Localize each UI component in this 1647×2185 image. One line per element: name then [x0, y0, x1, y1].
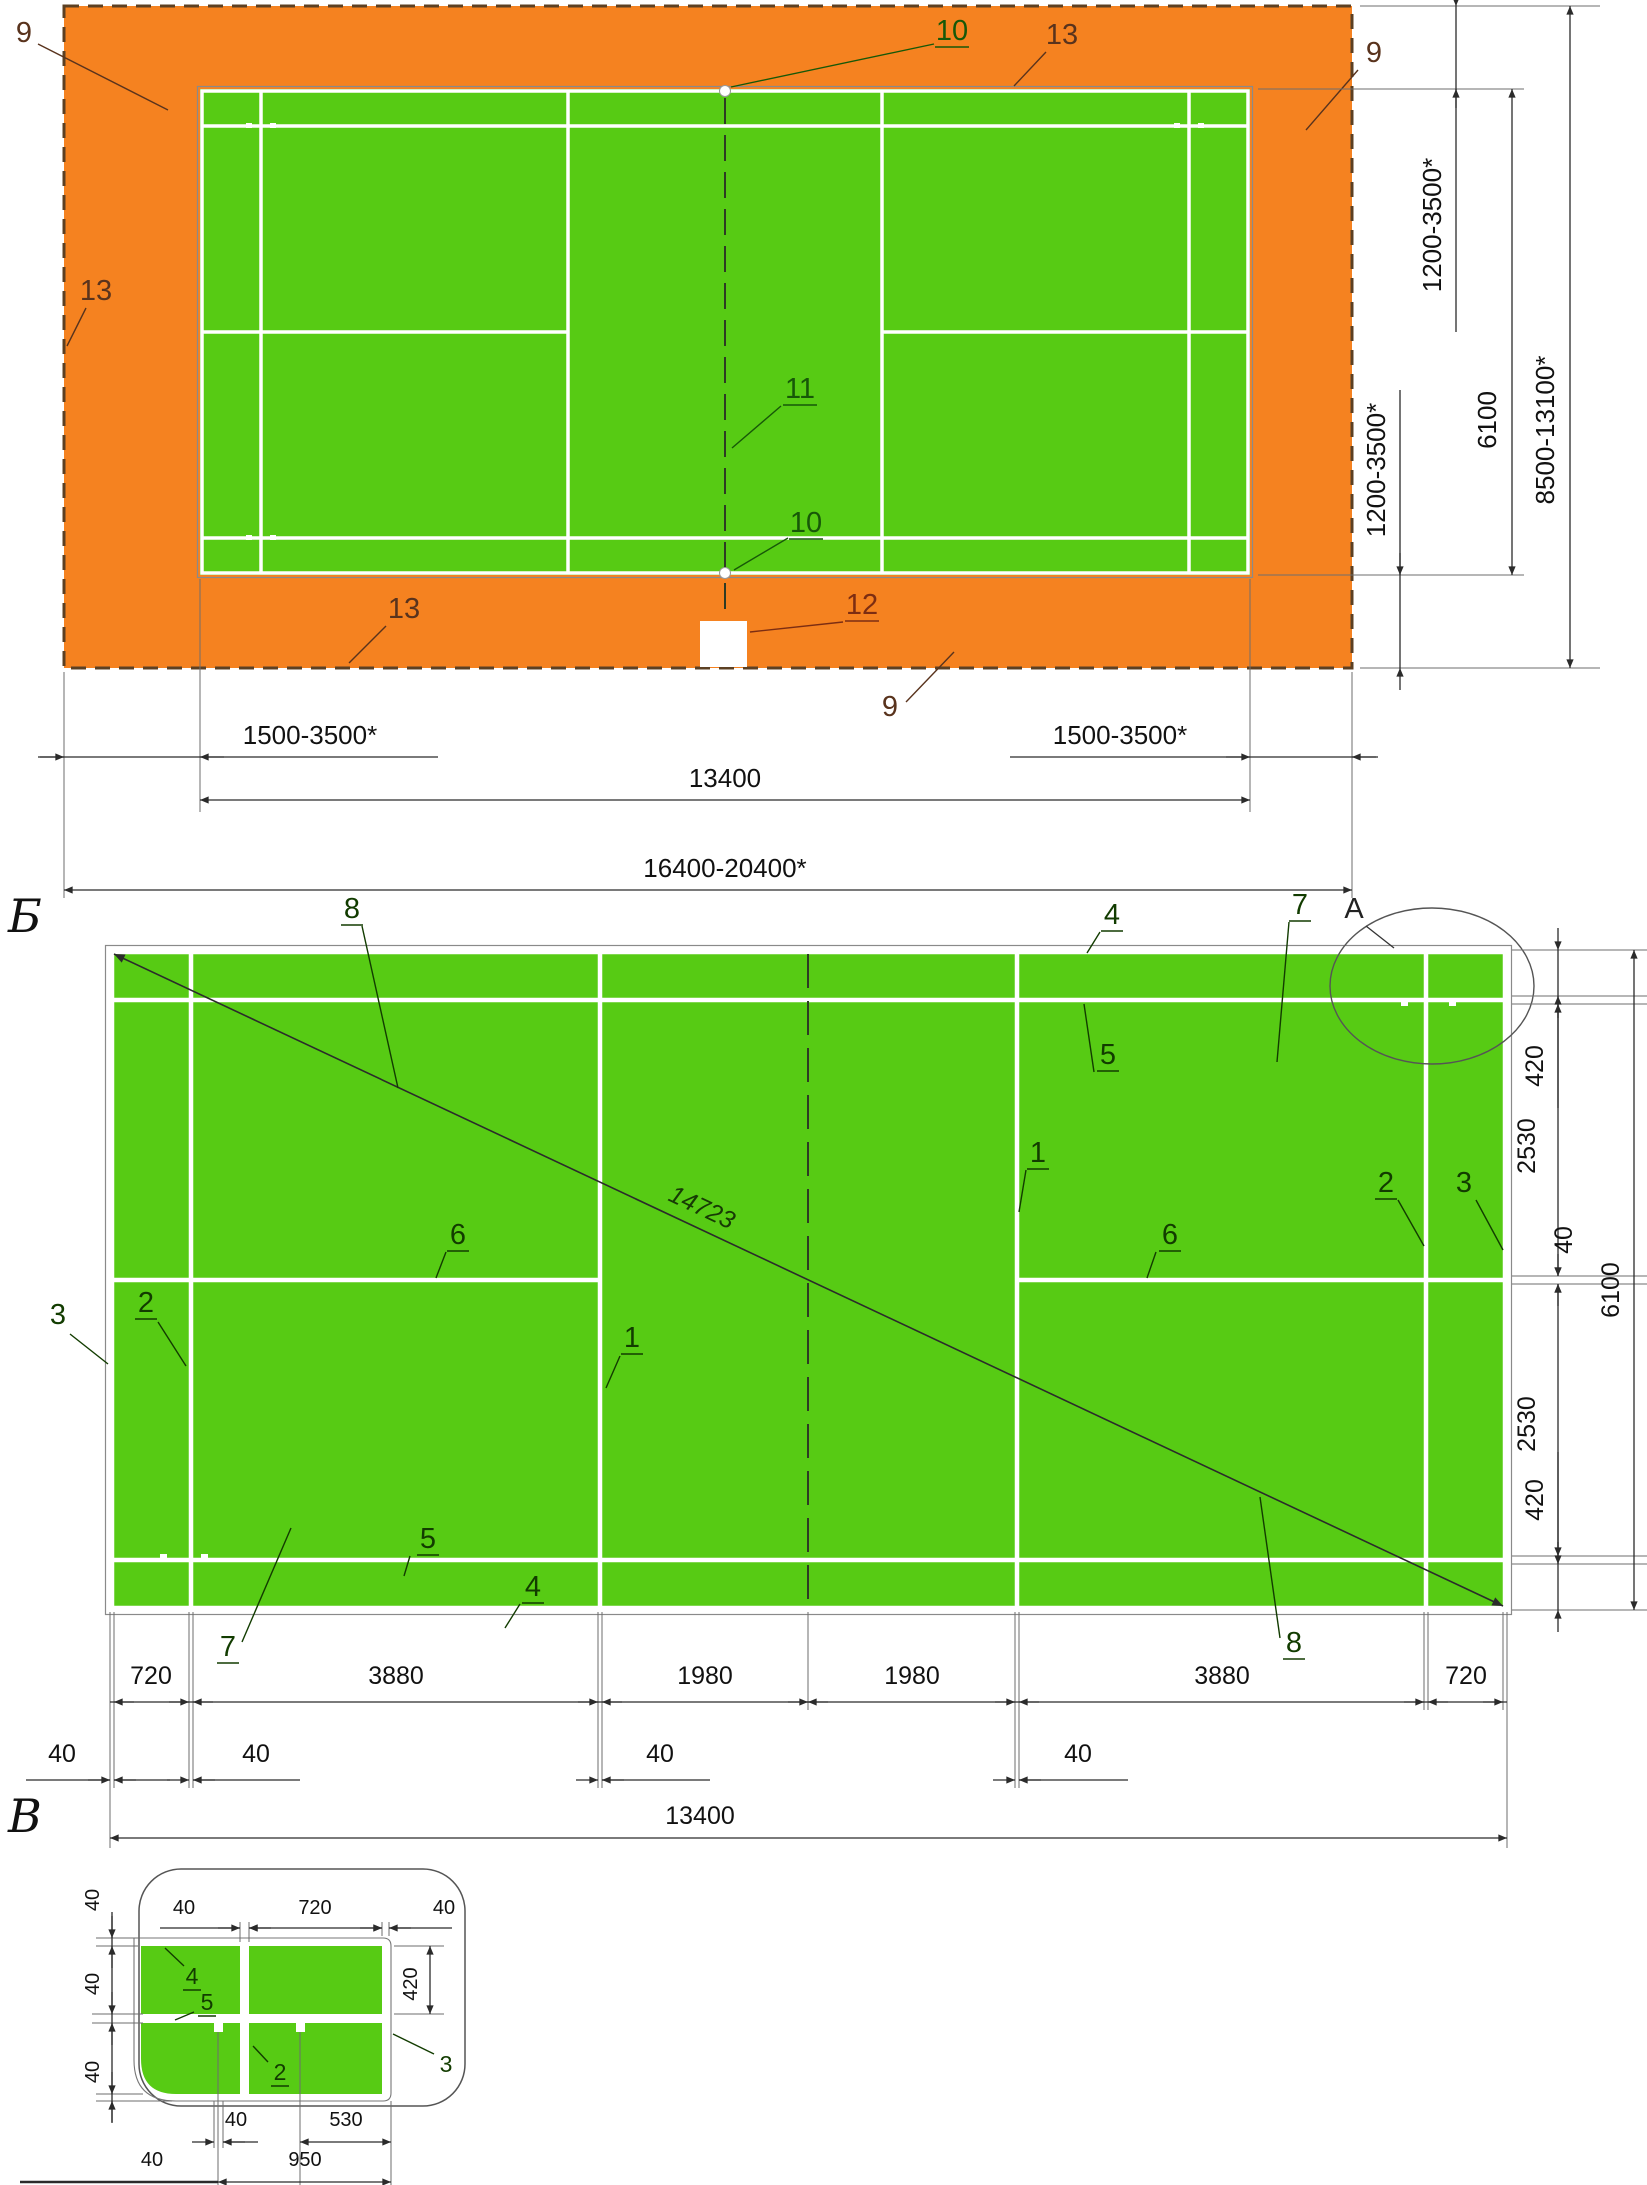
view-title-v: В	[7, 1789, 42, 1843]
dim-margin-left: 1500-3500*	[243, 720, 377, 750]
dim-half-bottom: 2530	[1513, 1396, 1541, 1452]
dim-line-w4: 40	[1064, 1740, 1092, 1768]
dim-total-width: 8500-13100*	[1530, 356, 1560, 505]
dim-notch-w: 40	[225, 2109, 247, 2131]
dim-front-right: 1980	[884, 1662, 940, 1690]
plan-view: 9 10 13 9 13 11 10 12 13 9	[16, 0, 1600, 898]
detail-callout-5: 5	[201, 1989, 214, 2015]
detail-circle-a	[1329, 907, 1535, 1065]
dim-court-length: 13400	[689, 763, 761, 793]
callout-7-top: 7	[1292, 889, 1308, 921]
detail-court-edge	[133, 1937, 392, 2102]
detail-dims-top: 40 720 40	[160, 1897, 455, 1942]
court-lines	[202, 91, 1248, 573]
detail-callout-2: 2	[274, 2059, 287, 2085]
view-title-b: Б	[7, 889, 42, 943]
dim-back-right: 720	[1445, 1662, 1487, 1690]
dim-alley-top: 420	[1521, 1045, 1549, 1087]
detail-block-tl	[141, 1946, 240, 2014]
callout-13-top: 13	[1046, 19, 1078, 51]
callout-10-top: 10	[936, 15, 968, 47]
callout-9-top-left: 9	[16, 17, 32, 49]
detail-notches	[214, 2023, 305, 2032]
callout-13-bottom: 13	[388, 593, 420, 625]
callout-6-left: 6	[450, 1219, 466, 1251]
callout-1-left: 1	[624, 1322, 640, 1354]
dim-top-line-left: 40	[173, 1897, 195, 1919]
dim-width-6100: 6100	[1597, 1262, 1625, 1318]
dim-left-a: 40	[82, 1889, 104, 1911]
plan-dims-bottom: 1500-3500* 1500-3500* 13400 16400-20400*	[38, 579, 1378, 898]
dim-panel-left: 3880	[368, 1662, 424, 1690]
detail-block-bl	[141, 2023, 240, 2094]
callout-4-top: 4	[1104, 899, 1120, 931]
dim-margin-right: 1500-3500*	[1053, 720, 1187, 750]
callout-11-net: 11	[785, 373, 815, 405]
detail-view: В 40 720 40	[7, 1789, 466, 2185]
net-post-bottom	[719, 567, 731, 579]
detail-dims-right: 420	[394, 1945, 444, 2015]
assembly-dims-right: 420 2530 40 2530 420 6100	[1512, 928, 1647, 1632]
assembly-dims-bottom: 720 3880 1980 1980 3880 720 40 40 40 40 …	[26, 1612, 1508, 1848]
plan-dims-right: 1200-3500* 6100 8500-13100* 1200-3500*	[1258, 0, 1600, 690]
callout-13-left: 13	[80, 275, 112, 307]
callout-12-umpire: 12	[846, 589, 878, 621]
dim-panel-right: 3880	[1194, 1662, 1250, 1690]
detail-mark-a: A	[1344, 893, 1364, 925]
dim-left-b: 40	[82, 1973, 104, 1995]
diagonal-line	[113, 953, 1504, 1607]
dim-margin-bottom: 1200-3500*	[1361, 403, 1391, 537]
umpire-place	[700, 621, 747, 667]
detail-bubble	[138, 1868, 466, 2107]
callout-8-top: 8	[344, 893, 360, 925]
line-notches	[246, 123, 1204, 540]
detail-callouts: 4 5 2 3	[164, 1947, 453, 2087]
dim-center-line: 40	[1550, 1226, 1578, 1254]
dim-top-line-right: 40	[433, 1897, 455, 1919]
detail-dims-bottom: 40 530 950 40	[20, 2032, 392, 2185]
dim-line-w2: 40	[242, 1740, 270, 1768]
net-post-top	[719, 85, 731, 97]
callout-5-bottom: 5	[420, 1523, 436, 1555]
callout-1-right: 1	[1030, 1137, 1046, 1169]
detail-callout-3: 3	[440, 2051, 453, 2077]
plan-callouts: 9 10 13 9 13 11 10 12 13 9	[16, 15, 1382, 723]
dim-half-top: 2530	[1513, 1118, 1541, 1174]
callout-2-right: 2	[1378, 1167, 1394, 1199]
dim-notch-530: 530	[329, 2109, 362, 2131]
assembly-callouts: 8 4 7 5 1 2 3 6 6	[50, 889, 1504, 1664]
dim-back-left: 720	[130, 1662, 172, 1690]
callout-3-right: 3	[1456, 1167, 1472, 1199]
detail-callout-4: 4	[186, 1963, 199, 1989]
detail-dims-left: 40 40 40	[82, 1889, 172, 2123]
dim-length-13400: 13400	[665, 1802, 735, 1830]
callout-7-bottom: 7	[220, 1631, 236, 1663]
callout-3-left: 3	[50, 1299, 66, 1331]
dim-notch-950: 950	[288, 2149, 321, 2171]
dim-margin-top: 1200-3500*	[1417, 158, 1447, 292]
dim-total-length: 16400-20400*	[643, 853, 806, 883]
detail-block-tr	[249, 1946, 382, 2014]
dim-edge-40: 40	[141, 2149, 163, 2171]
dim-court-width: 6100	[1472, 391, 1502, 449]
callout-8-bottom: 8	[1286, 1627, 1302, 1659]
detail-blocks	[141, 1946, 382, 2094]
detail-block-br	[249, 2023, 382, 2094]
dim-left-c: 40	[82, 2061, 104, 2083]
callout-10-bottom: 10	[790, 507, 822, 539]
dim-front-left: 1980	[677, 1662, 733, 1690]
callout-6-right: 6	[1162, 1219, 1178, 1251]
dim-alley-bottom: 420	[1521, 1479, 1549, 1521]
callout-9-bottom: 9	[882, 691, 898, 723]
callout-9-top-right: 9	[1366, 37, 1382, 69]
callout-4-bottom: 4	[525, 1571, 541, 1603]
dim-top-back: 720	[298, 1897, 331, 1919]
dim-line-w3: 40	[646, 1740, 674, 1768]
dim-right-alley: 420	[400, 1967, 422, 2000]
dim-line-w1: 40	[48, 1740, 76, 1768]
callout-2-left: 2	[138, 1287, 154, 1319]
callout-5-right: 5	[1100, 1039, 1116, 1071]
assembly-view: Б 1 4 7 2 3 A 8 4 7	[7, 889, 1647, 1848]
